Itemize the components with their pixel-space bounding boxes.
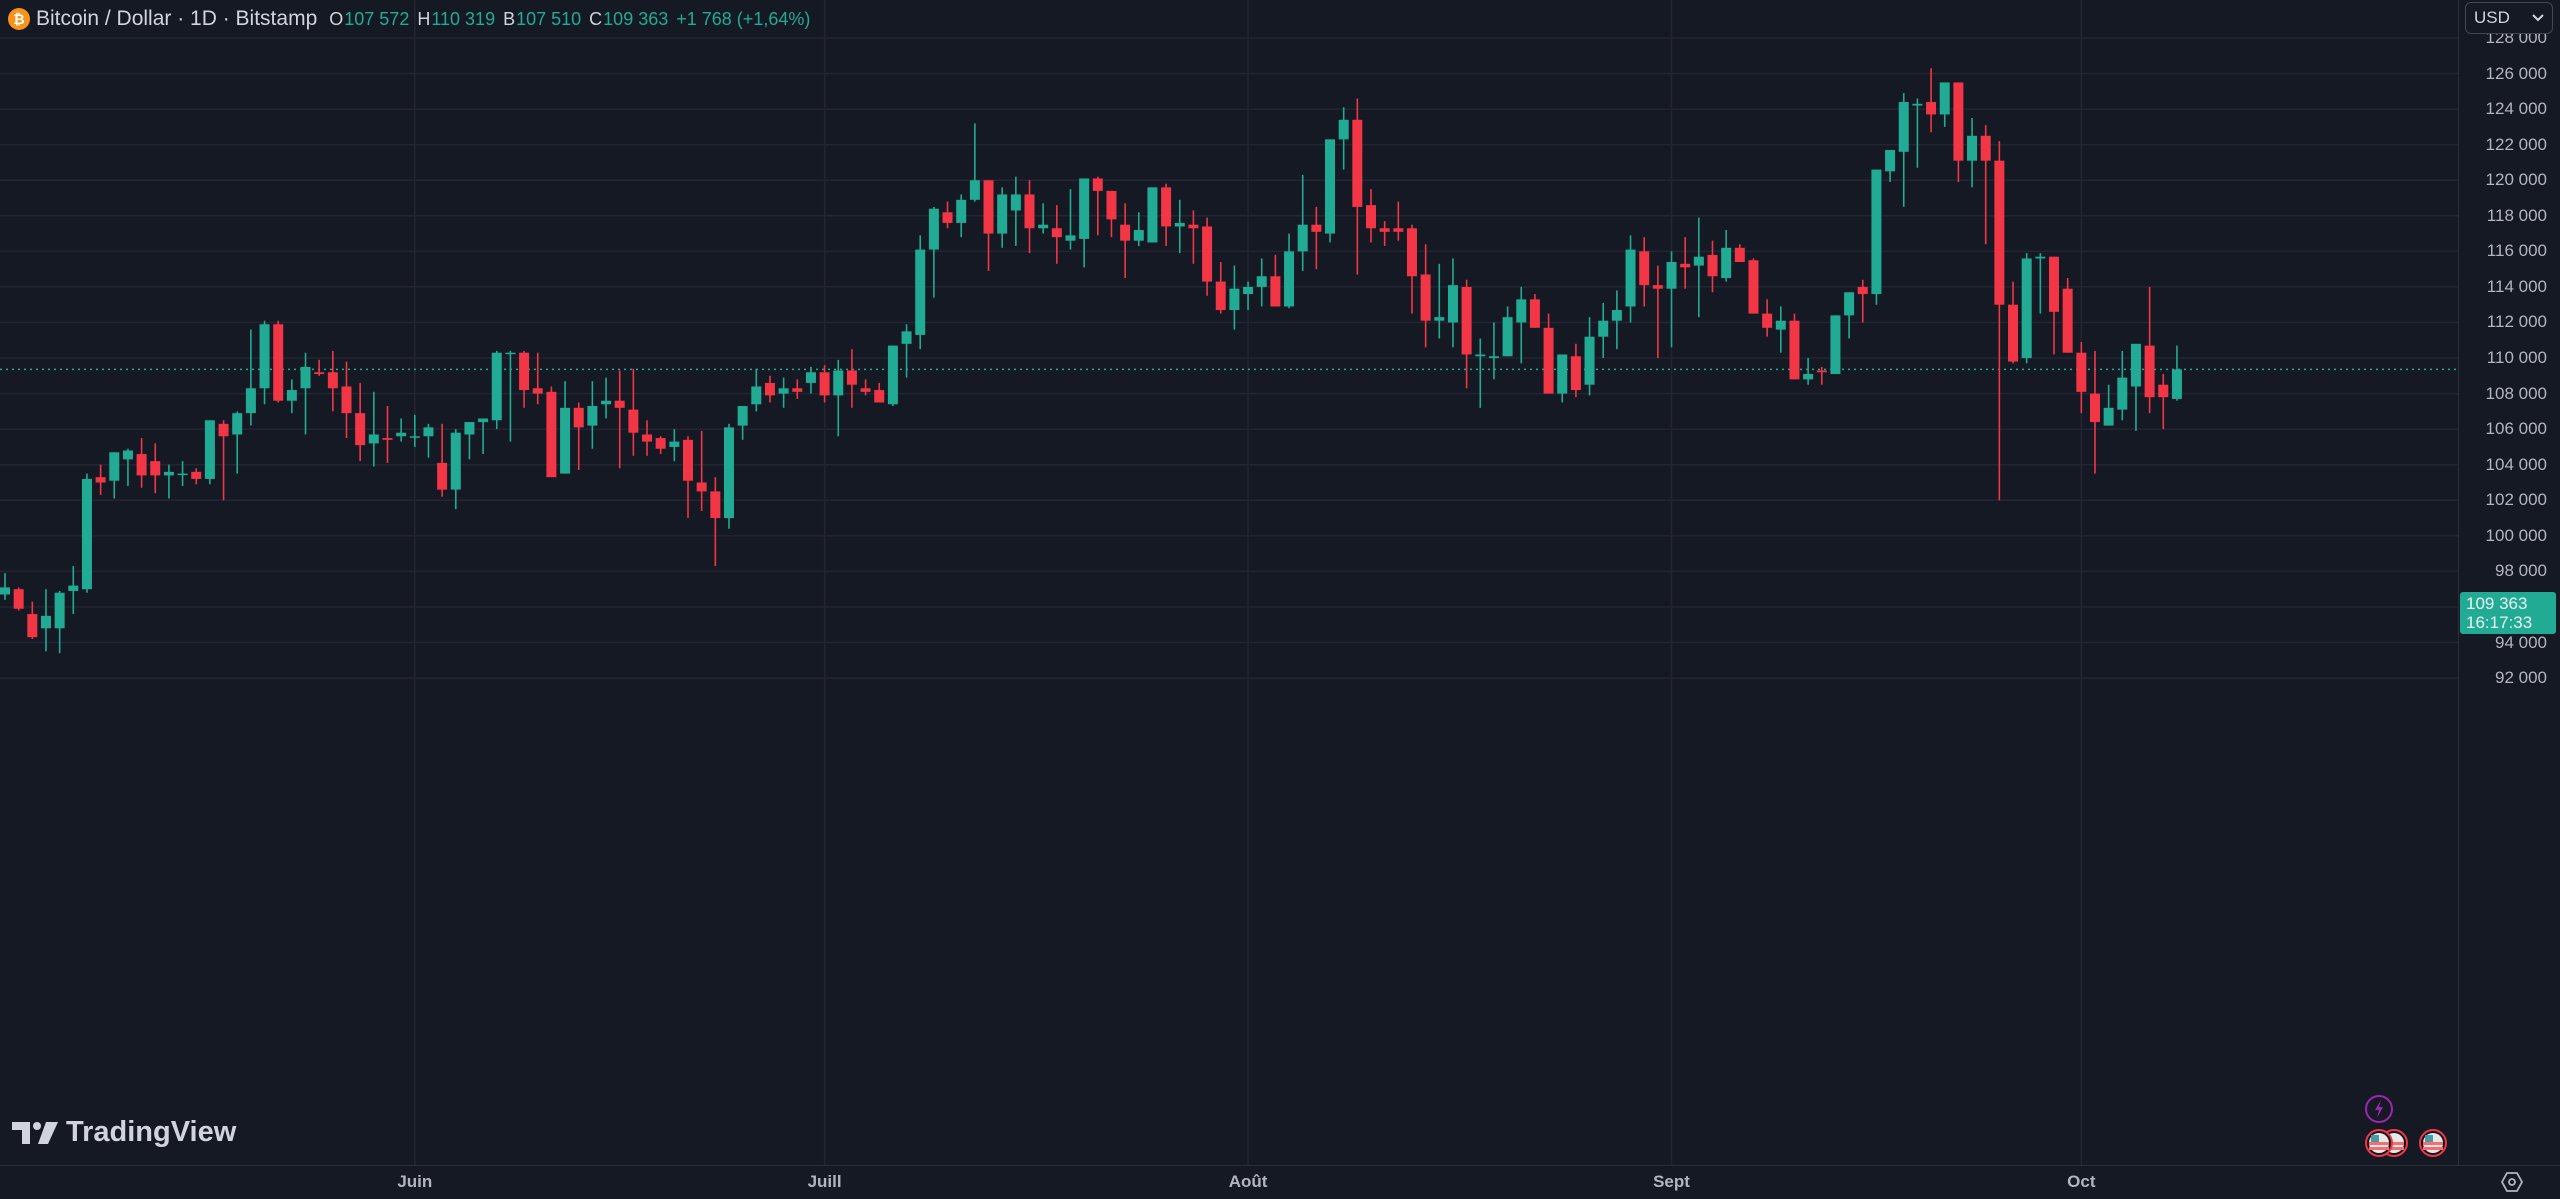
tradingview-logo-icon bbox=[12, 1121, 58, 1144]
price-tick-label: 102 000 bbox=[2485, 490, 2547, 510]
price-tick-label: 112 000 bbox=[2486, 312, 2547, 332]
bar-countdown: 16:17:33 bbox=[2466, 613, 2533, 632]
last-price-tag: 109 363 16:17:33 bbox=[2460, 592, 2556, 634]
price-tick-label: 114 000 bbox=[2486, 276, 2547, 296]
tradingview-logo[interactable]: TradingView bbox=[12, 1116, 236, 1149]
ohlc-open: O107 572 bbox=[329, 8, 410, 29]
price-tick-label: 108 000 bbox=[2485, 383, 2547, 403]
bitcoin-icon: ₿ bbox=[8, 8, 30, 30]
time-tick-label: Sept bbox=[1653, 1172, 1690, 1191]
us-flag-icon[interactable] bbox=[2418, 1128, 2448, 1158]
price-tick-label: 92 000 bbox=[2495, 668, 2547, 688]
ohlc-close: C109 363 bbox=[589, 8, 669, 29]
price-tick-label: 120 000 bbox=[2485, 170, 2547, 190]
ohlc-low: B107 510 bbox=[503, 8, 582, 29]
price-tick-label: 122 000 bbox=[2485, 134, 2547, 154]
price-tick-label: 126 000 bbox=[2485, 63, 2547, 83]
price-tick-label: 118 000 bbox=[2486, 205, 2547, 225]
price-tick-label: 94 000 bbox=[2495, 632, 2547, 652]
symbol-title[interactable]: Bitcoin / Dollar · 1D · Bitstamp bbox=[36, 7, 318, 30]
price-tick-label: 100 000 bbox=[2485, 525, 2547, 545]
time-axis[interactable]: Juin Juill Août Sept Oct bbox=[0, 1165, 2560, 1199]
price-tick-label: 124 000 bbox=[2485, 99, 2547, 119]
price-tick-label: 104 000 bbox=[2485, 454, 2547, 474]
time-tick-label: Juill bbox=[807, 1172, 842, 1191]
time-tick-label: Oct bbox=[2067, 1172, 2096, 1191]
price-axis[interactable]: 128 000 126 000 124 000 122 000 120 000 118 0… bbox=[2458, 0, 2560, 1165]
lightning-icon[interactable] bbox=[2364, 1094, 2394, 1124]
price-tick-label: 116 000 bbox=[2486, 241, 2547, 261]
currency-label: USD bbox=[2474, 8, 2510, 27]
price-change: +1 768 (+1,64%) bbox=[676, 8, 811, 29]
time-tick-label: Juin bbox=[397, 1172, 433, 1191]
price-tick-label: 98 000 bbox=[2495, 561, 2547, 581]
price-tick-label: 110 000 bbox=[2486, 348, 2547, 368]
time-tick-label: Août bbox=[1228, 1172, 1268, 1191]
candlestick-chart[interactable] bbox=[0, 0, 2458, 1165]
chevron-down-icon bbox=[2532, 14, 2544, 22]
tradingview-logo-text: TradingView bbox=[66, 1116, 237, 1148]
price-tick-label: 106 000 bbox=[2485, 419, 2547, 439]
last-price: 109 363 bbox=[2466, 594, 2528, 613]
settings-icon[interactable] bbox=[2500, 1170, 2524, 1194]
ohlc-high: H110 319 bbox=[417, 8, 496, 29]
currency-selector[interactable]: USD bbox=[2465, 2, 2553, 34]
symbol-legend: ₿ Bitcoin / Dollar · 1D · Bitstamp O107 … bbox=[8, 6, 810, 32]
chart-plot-area[interactable] bbox=[0, 0, 2458, 1165]
us-flag-icon[interactable] bbox=[2364, 1128, 2412, 1158]
